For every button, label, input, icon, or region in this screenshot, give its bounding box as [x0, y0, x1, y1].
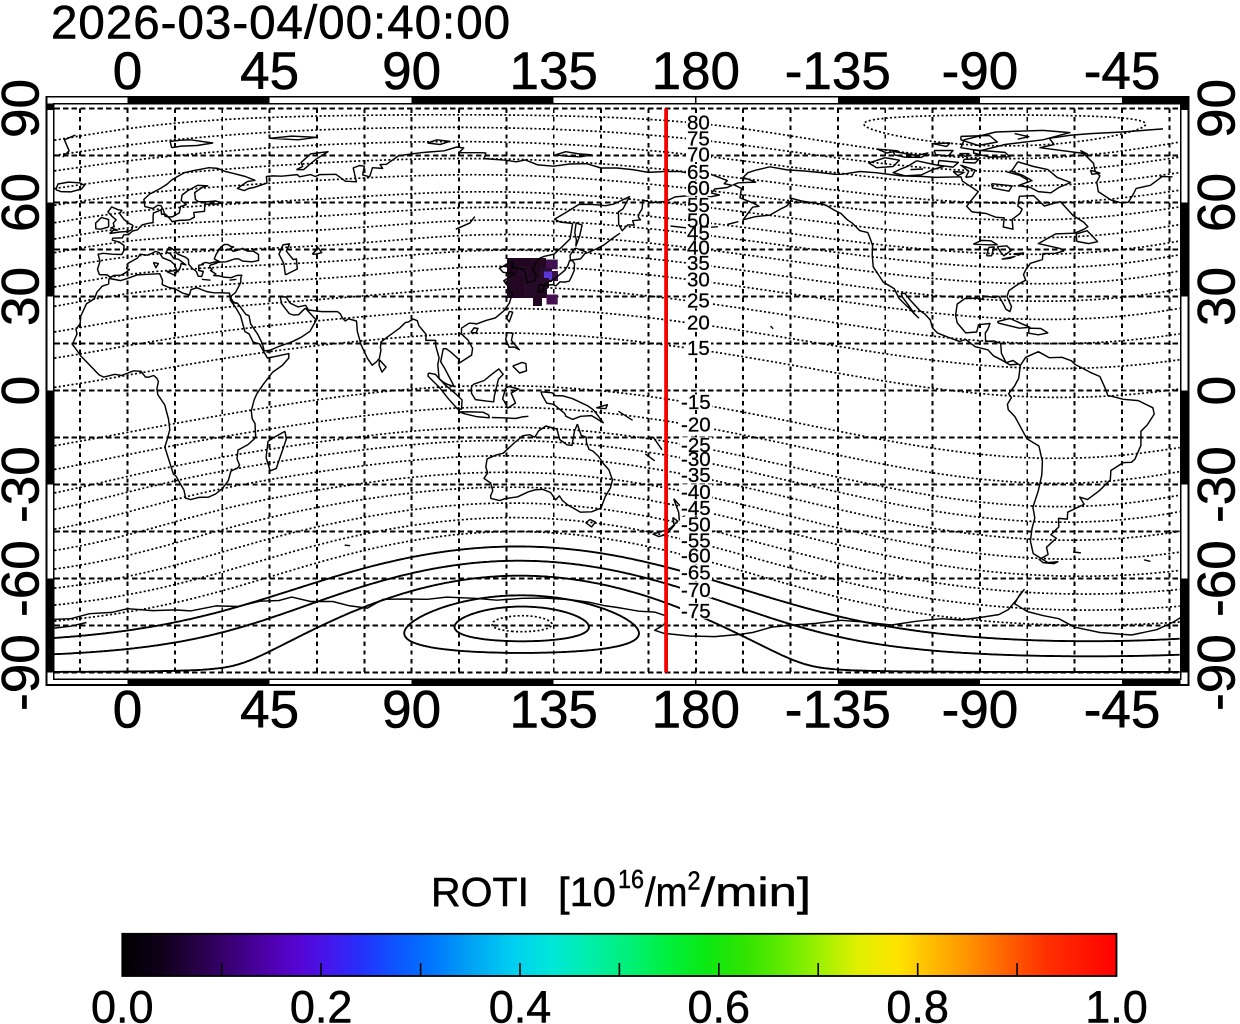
- svg-text:-90: -90: [1188, 634, 1240, 711]
- svg-text:25: 25: [687, 290, 710, 313]
- svg-text:/min]: /min]: [701, 869, 811, 915]
- svg-text:-15: -15: [681, 391, 711, 414]
- svg-text:70: 70: [687, 143, 710, 166]
- svg-text:-30: -30: [681, 448, 711, 471]
- svg-text:0: 0: [113, 42, 142, 101]
- svg-text:80: 80: [687, 111, 710, 134]
- svg-text:0: 0: [1188, 376, 1240, 405]
- svg-text:1.0: 1.0: [1085, 982, 1148, 1024]
- svg-text:20: 20: [687, 312, 710, 335]
- svg-text:-135: -135: [785, 680, 891, 739]
- svg-text:30: 30: [1188, 267, 1240, 326]
- svg-text:180: 180: [652, 42, 740, 101]
- svg-text:-135: -135: [785, 42, 891, 101]
- svg-text:45: 45: [240, 42, 299, 101]
- svg-text:60: 60: [1188, 173, 1240, 232]
- svg-text:90: 90: [0, 79, 51, 138]
- svg-text:-60: -60: [1188, 540, 1240, 617]
- svg-text:-90: -90: [942, 42, 1019, 101]
- svg-text:[10: [10: [558, 869, 616, 915]
- svg-text:90: 90: [1188, 79, 1240, 138]
- svg-text:30: 30: [0, 267, 51, 326]
- svg-text:30: 30: [687, 268, 710, 291]
- svg-text:16: 16: [618, 864, 644, 894]
- svg-text:0.2: 0.2: [290, 982, 353, 1024]
- svg-text:2026-03-04/00:40:00: 2026-03-04/00:40:00: [51, 0, 511, 50]
- svg-text:0: 0: [113, 680, 142, 739]
- svg-text:-90: -90: [942, 680, 1019, 739]
- svg-text:0.0: 0.0: [91, 982, 154, 1024]
- svg-text:180: 180: [652, 680, 740, 739]
- svg-text:-30: -30: [0, 446, 51, 523]
- svg-text:45: 45: [687, 222, 710, 245]
- svg-text:35: 35: [687, 252, 710, 275]
- svg-text:-65: -65: [681, 562, 711, 585]
- svg-text:90: 90: [382, 42, 441, 101]
- svg-text:0.4: 0.4: [489, 982, 552, 1024]
- svg-text:-90: -90: [0, 634, 51, 711]
- svg-text:/m: /m: [645, 869, 688, 915]
- svg-text:0.8: 0.8: [886, 982, 949, 1024]
- svg-text:60: 60: [687, 177, 710, 200]
- svg-text:45: 45: [240, 680, 299, 739]
- svg-text:2: 2: [688, 866, 701, 896]
- svg-text:-70: -70: [681, 579, 711, 602]
- svg-text:-30: -30: [1188, 446, 1240, 523]
- svg-text:-40: -40: [681, 481, 711, 504]
- svg-text:0: 0: [0, 376, 51, 405]
- svg-text:-60: -60: [0, 540, 51, 617]
- svg-text:ROTI: ROTI: [431, 869, 529, 915]
- svg-text:60: 60: [0, 173, 51, 232]
- svg-text:65: 65: [687, 161, 710, 184]
- svg-text:-45: -45: [1084, 42, 1161, 101]
- svg-text:-75: -75: [681, 600, 711, 623]
- svg-text:-25: -25: [681, 434, 711, 457]
- svg-text:-50: -50: [681, 514, 711, 537]
- svg-text:135: 135: [509, 42, 597, 101]
- svg-text:50: 50: [687, 209, 710, 232]
- svg-text:-45: -45: [1084, 680, 1161, 739]
- svg-text:-55: -55: [681, 529, 711, 552]
- svg-text:135: 135: [509, 680, 597, 739]
- svg-text:-20: -20: [681, 413, 711, 436]
- svg-text:75: 75: [687, 128, 710, 151]
- svg-text:90: 90: [382, 680, 441, 739]
- svg-text:15: 15: [687, 337, 710, 360]
- svg-text:-60: -60: [681, 545, 711, 568]
- svg-text:-35: -35: [681, 464, 711, 487]
- svg-text:40: 40: [687, 236, 710, 259]
- svg-text:-45: -45: [681, 497, 711, 520]
- svg-text:55: 55: [687, 194, 710, 217]
- svg-text:0.6: 0.6: [688, 982, 751, 1024]
